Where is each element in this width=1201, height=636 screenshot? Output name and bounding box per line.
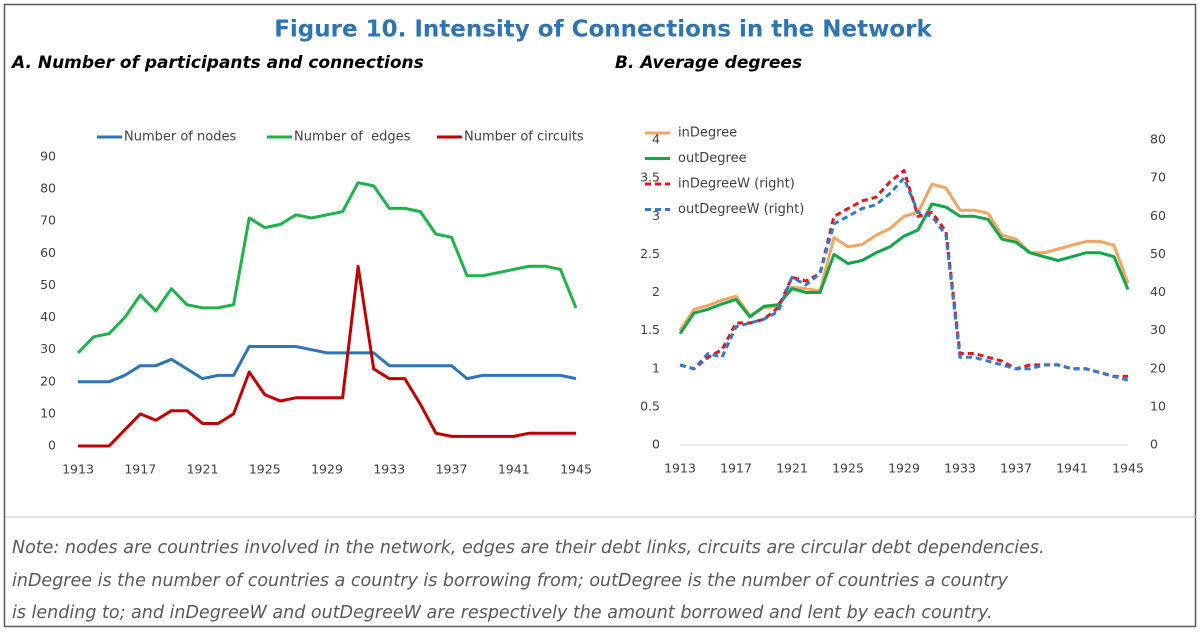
y-tick-label: 50 [40,277,56,292]
x-tick-label: 1941 [498,462,530,477]
series-line [678,202,1130,335]
figure-title: Figure 10. Intensity of Connections in t… [274,17,932,43]
x-tick-label: 1933 [944,461,976,476]
y2-tick-label: 20 [1150,360,1166,375]
x-tick-label: 1941 [1056,461,1088,476]
y2-tick-label: 30 [1150,322,1166,337]
y-tick-label: 2.5 [640,246,660,261]
legend-label: Number of nodes [124,130,236,145]
y2-tick-label: 10 [1150,398,1166,413]
y2-tick-label: 80 [1150,132,1166,147]
y-tick-label: 90 [40,149,56,164]
y-tick-label: 0 [652,437,660,452]
series-line [78,345,577,384]
series-line [78,264,576,448]
legend-label: outDegreeW (right) [678,202,804,217]
x-tick-label: 1937 [1000,461,1032,476]
y-tick-label: 40 [40,309,56,324]
chart-subtitle: A. Number of participants and connection… [10,53,424,73]
y-tick-label: 1 [652,360,660,375]
legend-label: inDegreeW (right) [678,177,795,192]
y-tick-label: 20 [40,373,56,388]
y-tick-label: 2 [652,284,660,299]
x-tick-label: 1925 [832,461,864,476]
y-tick-label: 3 [652,208,660,223]
x-tick-label: 1929 [311,462,343,477]
note-line: inDegree is the number of countries a co… [12,571,1008,591]
y2-tick-label: 0 [1150,437,1158,452]
y-tick-label: 70 [40,213,56,228]
x-tick-label: 1917 [720,461,752,476]
legend-label: Number of edges [294,130,411,145]
x-tick-label: 1913 [664,461,696,476]
y-tick-label: 0.5 [640,398,660,413]
x-tick-label: 1925 [249,462,281,477]
x-tick-label: 1945 [1112,461,1144,476]
series-line [679,169,1128,378]
x-tick-label: 1913 [62,462,94,477]
note-line: is lending to; and inDegreeW and outDegr… [12,603,993,623]
x-tick-label: 1917 [124,462,156,477]
series-line [76,181,578,354]
y-tick-label: 4 [652,132,660,147]
x-tick-label: 1921 [776,461,808,476]
x-tick-label: 1929 [888,461,920,476]
y2-tick-label: 50 [1150,246,1166,261]
legend-label: outDegree [678,151,747,166]
legend-label: inDegree [678,126,737,141]
y-tick-label: 10 [40,405,56,420]
y-tick-label: 30 [40,341,56,356]
y-tick-label: 60 [40,245,56,260]
y-tick-label: 1.5 [640,322,660,337]
series-line [679,176,1129,382]
x-tick-label: 1937 [436,462,468,477]
chart-subtitle: B. Average degrees [615,53,802,73]
y2-tick-label: 60 [1150,208,1166,223]
x-tick-label: 1945 [560,462,592,477]
y2-tick-label: 70 [1150,170,1166,185]
frame [3,3,1197,628]
y-tick-label: 80 [40,181,56,196]
y-tick-label: 3.5 [640,170,660,185]
y2-tick-label: 40 [1150,284,1166,299]
y-tick-label: 0 [48,438,56,453]
legend-label: Number of circuits [464,130,584,145]
x-tick-label: 1921 [187,462,219,477]
x-tick-label: 1933 [373,462,405,477]
note-line: Note: nodes are countries involved in th… [12,538,1045,558]
